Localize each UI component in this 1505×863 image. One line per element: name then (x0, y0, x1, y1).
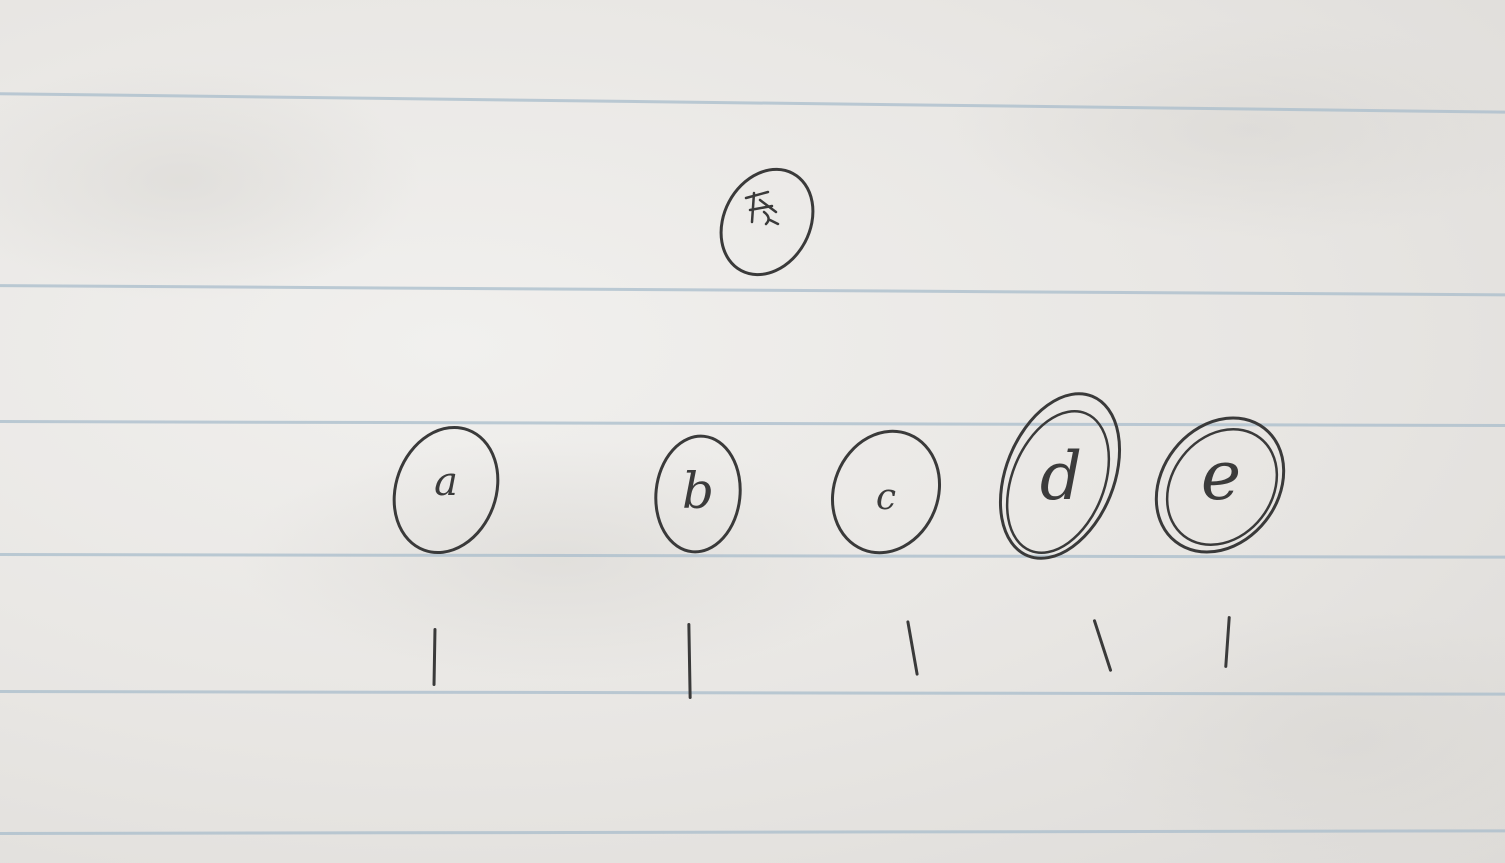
root-scribble-mark (744, 190, 780, 226)
child-node-c-circle (830, 429, 942, 555)
root-node (712, 160, 822, 285)
child-node-label: e (1200, 437, 1242, 516)
child-node-label: d (1039, 438, 1083, 515)
child-node-label: b (681, 462, 714, 520)
child-node-c: c (822, 420, 952, 560)
child-node-d: d (992, 382, 1128, 568)
child-node-label: a (434, 459, 458, 505)
child-node-b-circle (654, 434, 742, 554)
child-node-b: b (650, 432, 746, 557)
child-node-e: e (1150, 405, 1292, 565)
child-node-a-circle (392, 425, 500, 555)
child-node-a: a (388, 420, 504, 565)
root-node-circle (719, 167, 815, 277)
child-node-e-circle (1154, 416, 1286, 554)
child-node-label: c (875, 477, 897, 518)
child-node-d-circle (998, 392, 1122, 560)
